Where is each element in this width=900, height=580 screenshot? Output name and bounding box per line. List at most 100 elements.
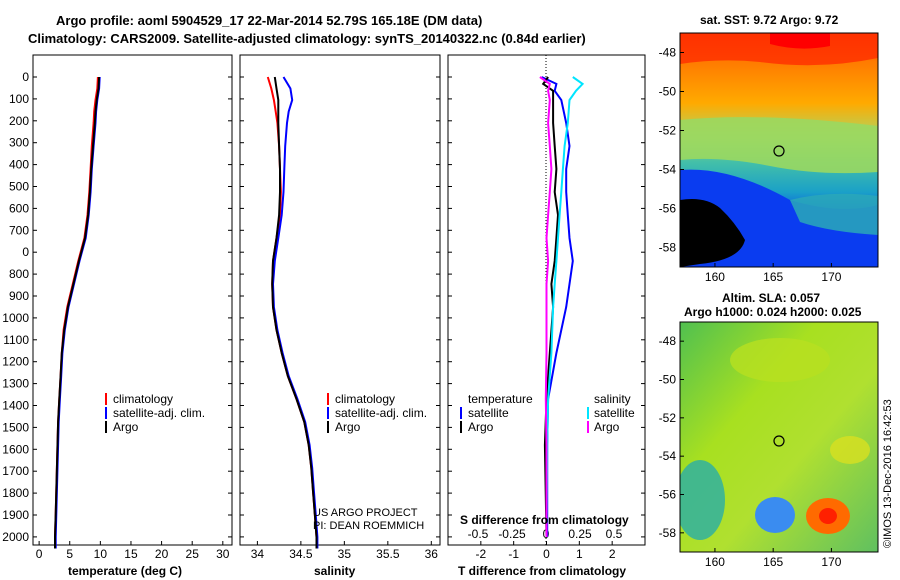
salinity-axis-label: salinity <box>314 564 356 578</box>
map-lon-label: 160 <box>705 270 725 284</box>
map-lat-label: -54 <box>659 449 677 463</box>
legend-label-satellite: satellite-adj. clim. <box>113 406 205 420</box>
legend-label-s-satellite: satellite <box>594 406 635 420</box>
map-lat-label: -58 <box>659 526 677 540</box>
salinity-x-axis: 34 34.5 35 35.5 36 <box>251 541 439 561</box>
map-lat-label: -56 <box>659 488 677 502</box>
sst-map-title: sat. SST: 9.72 Argo: 9.72 <box>700 13 839 27</box>
sla-map-title-line1: Altim. SLA: 0.057 <box>722 291 820 305</box>
depth-tick-label: 1500 <box>2 420 29 434</box>
legend-label-argo: Argo <box>335 420 361 434</box>
map-lat-label: -48 <box>659 46 677 60</box>
salinity-difference-x-axis: -0.5 -0.25 0 0.25 0.5 <box>468 527 623 541</box>
sla-argo-location-marker <box>773 435 785 447</box>
sla-blue-eddy <box>755 497 795 533</box>
map-lat-label: -58 <box>659 241 677 255</box>
sst-teal-patch <box>790 193 878 235</box>
legend-label-climatology: climatology <box>113 392 173 406</box>
s-difference-axis-label: S difference from climatology <box>460 513 629 527</box>
legend-label-argo: Argo <box>113 420 139 434</box>
map-lat-label: -56 <box>659 202 677 216</box>
map-lon-label: 170 <box>821 270 841 284</box>
x-tick-label: -1 <box>508 547 519 561</box>
x-tick-label: 1 <box>576 547 583 561</box>
difference-x-axis: -2 -1 0 1 2 <box>475 541 616 561</box>
depth-tick-label: 1400 <box>2 399 29 413</box>
x-tick-label: 35.5 <box>376 547 400 561</box>
map-lon-label: 170 <box>821 555 841 569</box>
x-tick-label: 10 <box>94 547 108 561</box>
sst-land-mask <box>680 199 745 267</box>
x-tick-label: 0 <box>543 547 550 561</box>
map-lat-label: -50 <box>659 373 677 387</box>
map-lon-label: 165 <box>763 555 783 569</box>
depth-tick-label: 1300 <box>2 377 29 391</box>
x-tick-label: 30 <box>216 547 230 561</box>
map-lon-label: 165 <box>763 270 783 284</box>
s-diff-tick-label: -0.25 <box>498 527 526 541</box>
temperature-x-axis: 0 5 10 15 20 25 30 <box>36 541 230 561</box>
depth-tick-label: 1900 <box>2 508 29 522</box>
map-lat-label: -50 <box>659 85 677 99</box>
imos-credit: ©IMOS 13-Dec-2016 16:42:53 <box>882 399 894 548</box>
depth-axis: 0 100 200 300 400 500 600 700 0 800 900 1000 1100 120… <box>2 70 645 544</box>
sst-map-frame <box>679 32 879 268</box>
depth-tick-label: 1600 <box>2 442 29 456</box>
legend-label-climatology: climatology <box>335 392 395 406</box>
temperature-axis-label: temperature (deg C) <box>68 564 182 578</box>
depth-tick-label: 1700 <box>2 464 29 478</box>
depth-tick-label: 900 <box>9 289 29 303</box>
series-line-temperature-argo <box>541 76 560 538</box>
x-tick-label: 0 <box>36 547 43 561</box>
depth-tick-label: 400 <box>9 158 29 172</box>
series-line-climatology <box>54 76 99 549</box>
sst-argo-location-marker <box>773 145 785 157</box>
depth-tick-label: 1000 <box>2 311 29 325</box>
temperature-panel-frame <box>32 54 233 546</box>
project-credit: US ARGO PROJECT <box>313 507 418 519</box>
x-tick-label: -2 <box>475 547 486 561</box>
sla-yellow-patch-2 <box>830 436 870 464</box>
series-line-argo <box>54 76 101 549</box>
sst-map-ticks: 160 165 170 -48 -50 -52 -54 -56 -58 <box>659 46 842 285</box>
temperature-legend: climatology satellite-adj. clim. Argo <box>105 392 205 434</box>
legend-heading-temperature: temperature <box>468 392 533 406</box>
depth-tick-label: 200 <box>9 114 29 128</box>
salinity-legend: climatology satellite-adj. clim. Argo <box>327 392 427 434</box>
difference-series <box>539 76 585 538</box>
sla-red-core <box>819 508 837 524</box>
depth-tick-label: 500 <box>9 180 29 194</box>
x-tick-label: 15 <box>124 547 138 561</box>
figure-title-line2: Climatology: CARS2009. Satellite-adjuste… <box>28 31 586 46</box>
depth-tick-label: 2000 <box>2 530 29 544</box>
x-tick-label: 34.5 <box>289 547 313 561</box>
depth-tick-label: 700 <box>9 223 29 237</box>
legend-label-t-satellite: satellite <box>468 406 509 420</box>
sla-map-frame <box>679 321 879 553</box>
x-tick-label: 20 <box>155 547 169 561</box>
map-lat-label: -48 <box>659 334 677 348</box>
series-line-temperature-satellite <box>541 76 574 537</box>
map-lat-label: -54 <box>659 163 677 177</box>
s-diff-tick-label: 0.5 <box>606 527 623 541</box>
legend-heading-salinity: salinity <box>594 392 631 406</box>
s-diff-tick-label: -0.5 <box>468 527 489 541</box>
series-line-salinity-argo <box>539 76 553 537</box>
legend-label-t-argo: Argo <box>468 420 494 434</box>
sst-hot-patch <box>770 33 830 49</box>
x-tick-label: 36 <box>425 547 439 561</box>
depth-tick-label: 800 <box>9 267 29 281</box>
s-diff-tick-label: 0.25 <box>568 527 592 541</box>
difference-legend: temperature satellite Argo salinity sate… <box>460 392 635 434</box>
map-lat-label: -52 <box>659 124 677 138</box>
legend-label-satellite: satellite-adj. clim. <box>335 406 427 420</box>
depth-tick-label: 100 <box>9 92 29 106</box>
legend-label-s-argo: Argo <box>594 420 620 434</box>
x-tick-label: 5 <box>66 547 73 561</box>
sla-map-ticks: 160 165 170 -48 -50 -52 -54 -56 -58 <box>659 334 842 569</box>
series-line-salinity-satellite <box>545 76 585 538</box>
depth-tick-label: 300 <box>9 136 29 150</box>
figure-title-line1: Argo profile: aoml 5904529_17 22-Mar-201… <box>56 13 482 28</box>
